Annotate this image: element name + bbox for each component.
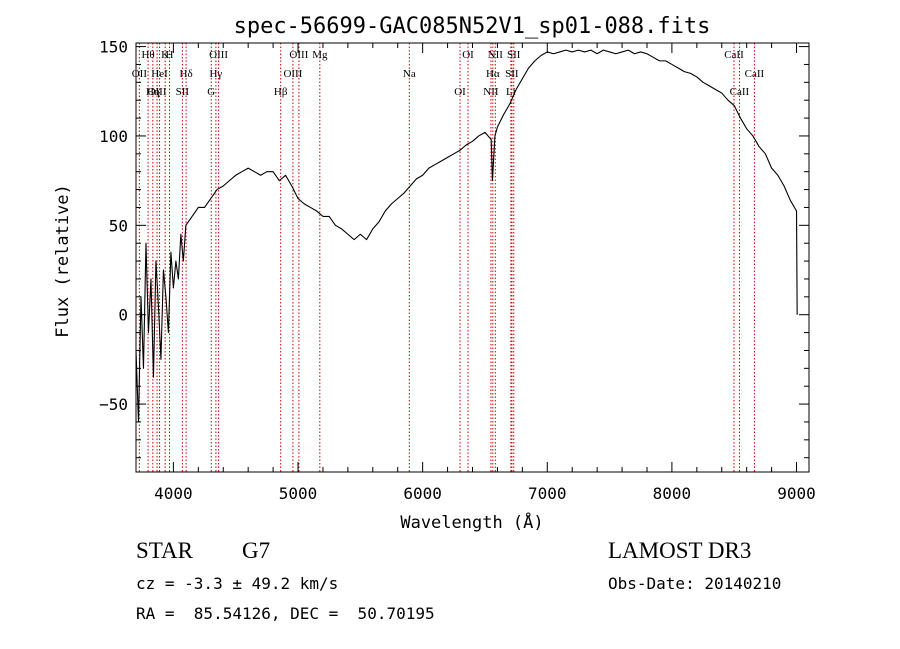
observation-date: Obs-Date: 20140210 xyxy=(608,574,782,593)
x-tick-label: 5000 xyxy=(279,484,318,503)
y-tick-label: 100 xyxy=(99,127,128,146)
spectral-line-label: CaII xyxy=(724,49,744,61)
ra-dec-coordinates: RA = 85.54126, DEC = 50.70195 xyxy=(136,604,435,623)
y-tick-label: 150 xyxy=(99,38,128,57)
spectral-line-label: OI xyxy=(462,49,474,61)
x-tick-label: 7000 xyxy=(528,484,567,503)
spectral-line-label: Hθ xyxy=(141,49,154,61)
spectral-line-label: OIII xyxy=(283,68,302,80)
spectrum-series-line xyxy=(135,49,798,423)
spectral-line-label: G xyxy=(207,86,215,98)
y-tick-label: 50 xyxy=(109,216,128,235)
spectral-line-label: Hδ xyxy=(180,68,193,80)
spectral-line-label: Hγ xyxy=(209,68,222,80)
spectral-line-label: SII xyxy=(507,49,521,61)
spectral-line-label: H xyxy=(166,49,174,61)
spectral-line-label: OI xyxy=(454,86,466,98)
spectral-line-label: CaII xyxy=(730,86,750,98)
object-subclass: G7 xyxy=(242,538,271,563)
x-tick-label: 4000 xyxy=(154,484,193,503)
spectral-line-label: SII xyxy=(176,86,190,98)
survey-name: LAMOST DR3 xyxy=(608,538,752,563)
spectral-line-label: Na xyxy=(403,68,416,80)
spectral-line-label: Hβ xyxy=(274,86,288,98)
spectral-line-label: Li xyxy=(506,86,516,98)
spectral-line-label: OIII xyxy=(289,49,308,61)
spectral-line-label: Mg xyxy=(312,49,328,61)
chart-title: spec-56699-GAC085N52V1_sp01-088.fits xyxy=(234,14,711,39)
y-tick-label: 0 xyxy=(118,306,128,325)
y-tick-label: −50 xyxy=(99,395,128,414)
spectral-line-label: OII xyxy=(132,68,148,80)
spectral-line-label: NII xyxy=(483,86,499,98)
spectral-line-label: Hα xyxy=(486,68,500,80)
x-axis-label: Wavelength (Å) xyxy=(400,511,543,533)
spectral-line-label: SII xyxy=(505,68,519,80)
y-axis-label: Flux (relative) xyxy=(53,184,73,338)
spectral-line-label: K xyxy=(161,49,169,61)
spectral-line-label: CaII xyxy=(745,68,765,80)
redshift-velocity: cz = -3.3 ± 49.2 km/s xyxy=(136,574,339,593)
spectral-line-label: NII xyxy=(488,49,504,61)
x-tick-label: 8000 xyxy=(653,484,692,503)
spectral-line-label: HeI xyxy=(151,68,168,80)
spectral-line-label: OIII xyxy=(148,86,167,98)
spectral-line-label: Hη xyxy=(146,86,160,98)
x-tick-label: 6000 xyxy=(403,484,442,503)
spectral-line-label: OIII xyxy=(209,49,228,61)
object-class: STAR xyxy=(136,538,193,563)
plot-frame xyxy=(135,42,810,473)
x-tick-label: 9000 xyxy=(777,484,816,503)
